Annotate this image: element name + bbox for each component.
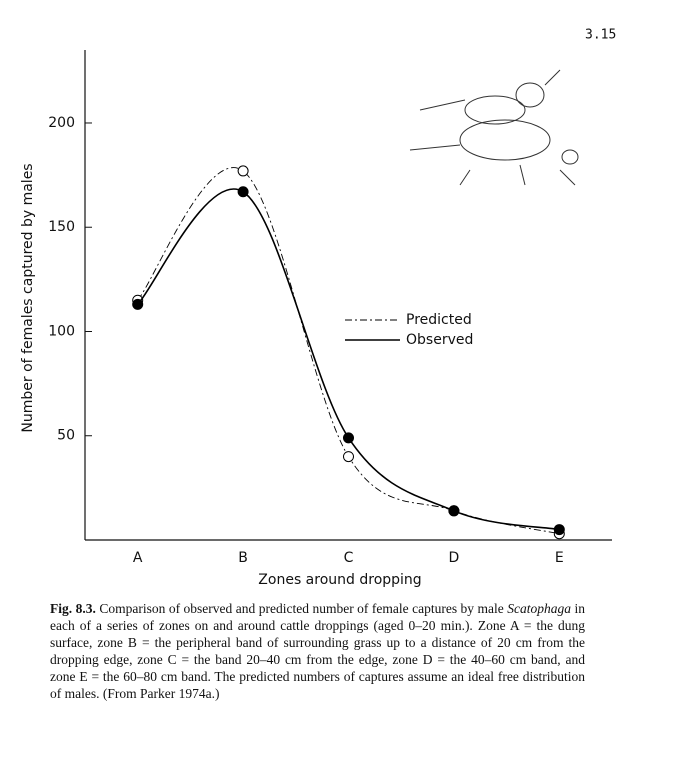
caption-label: Fig. 8.3. bbox=[50, 601, 96, 616]
legend-label: Predicted bbox=[406, 312, 472, 328]
caption-italic: Scatophaga bbox=[507, 601, 572, 616]
y-tick-label: 50 bbox=[57, 428, 75, 444]
point bbox=[448, 505, 460, 517]
caption: Fig. 8.3. Comparison of observed and pre… bbox=[50, 600, 585, 702]
x-tick-label: E bbox=[555, 550, 564, 566]
y-tick-label: 200 bbox=[48, 115, 75, 131]
point bbox=[237, 165, 249, 177]
x-tick-label: D bbox=[449, 550, 460, 566]
x-tick-label: B bbox=[238, 550, 248, 566]
x-tick-label: C bbox=[344, 550, 354, 566]
caption-text: in each of a series of zones on and arou… bbox=[50, 601, 586, 701]
caption-text: Comparison of observed and predicted num… bbox=[99, 601, 504, 616]
line bbox=[137, 167, 560, 535]
point bbox=[343, 451, 354, 463]
point bbox=[343, 432, 354, 444]
x-axis-label: Zones around dropping bbox=[258, 572, 421, 588]
point bbox=[237, 186, 249, 198]
x-tick-label: A bbox=[133, 550, 143, 566]
line bbox=[137, 188, 560, 531]
y-tick-label: 150 bbox=[48, 219, 75, 235]
y-axis-label: Number of females captured by males bbox=[20, 163, 36, 432]
page-number: 3.15 bbox=[585, 28, 616, 43]
point bbox=[132, 298, 144, 310]
point bbox=[553, 524, 565, 536]
chart: 3.15 Number of females captured by males… bbox=[20, 28, 616, 589]
legend-label: Observed bbox=[406, 332, 473, 348]
y-tick-label: 100 bbox=[48, 323, 75, 339]
fly-illustration bbox=[409, 69, 579, 186]
